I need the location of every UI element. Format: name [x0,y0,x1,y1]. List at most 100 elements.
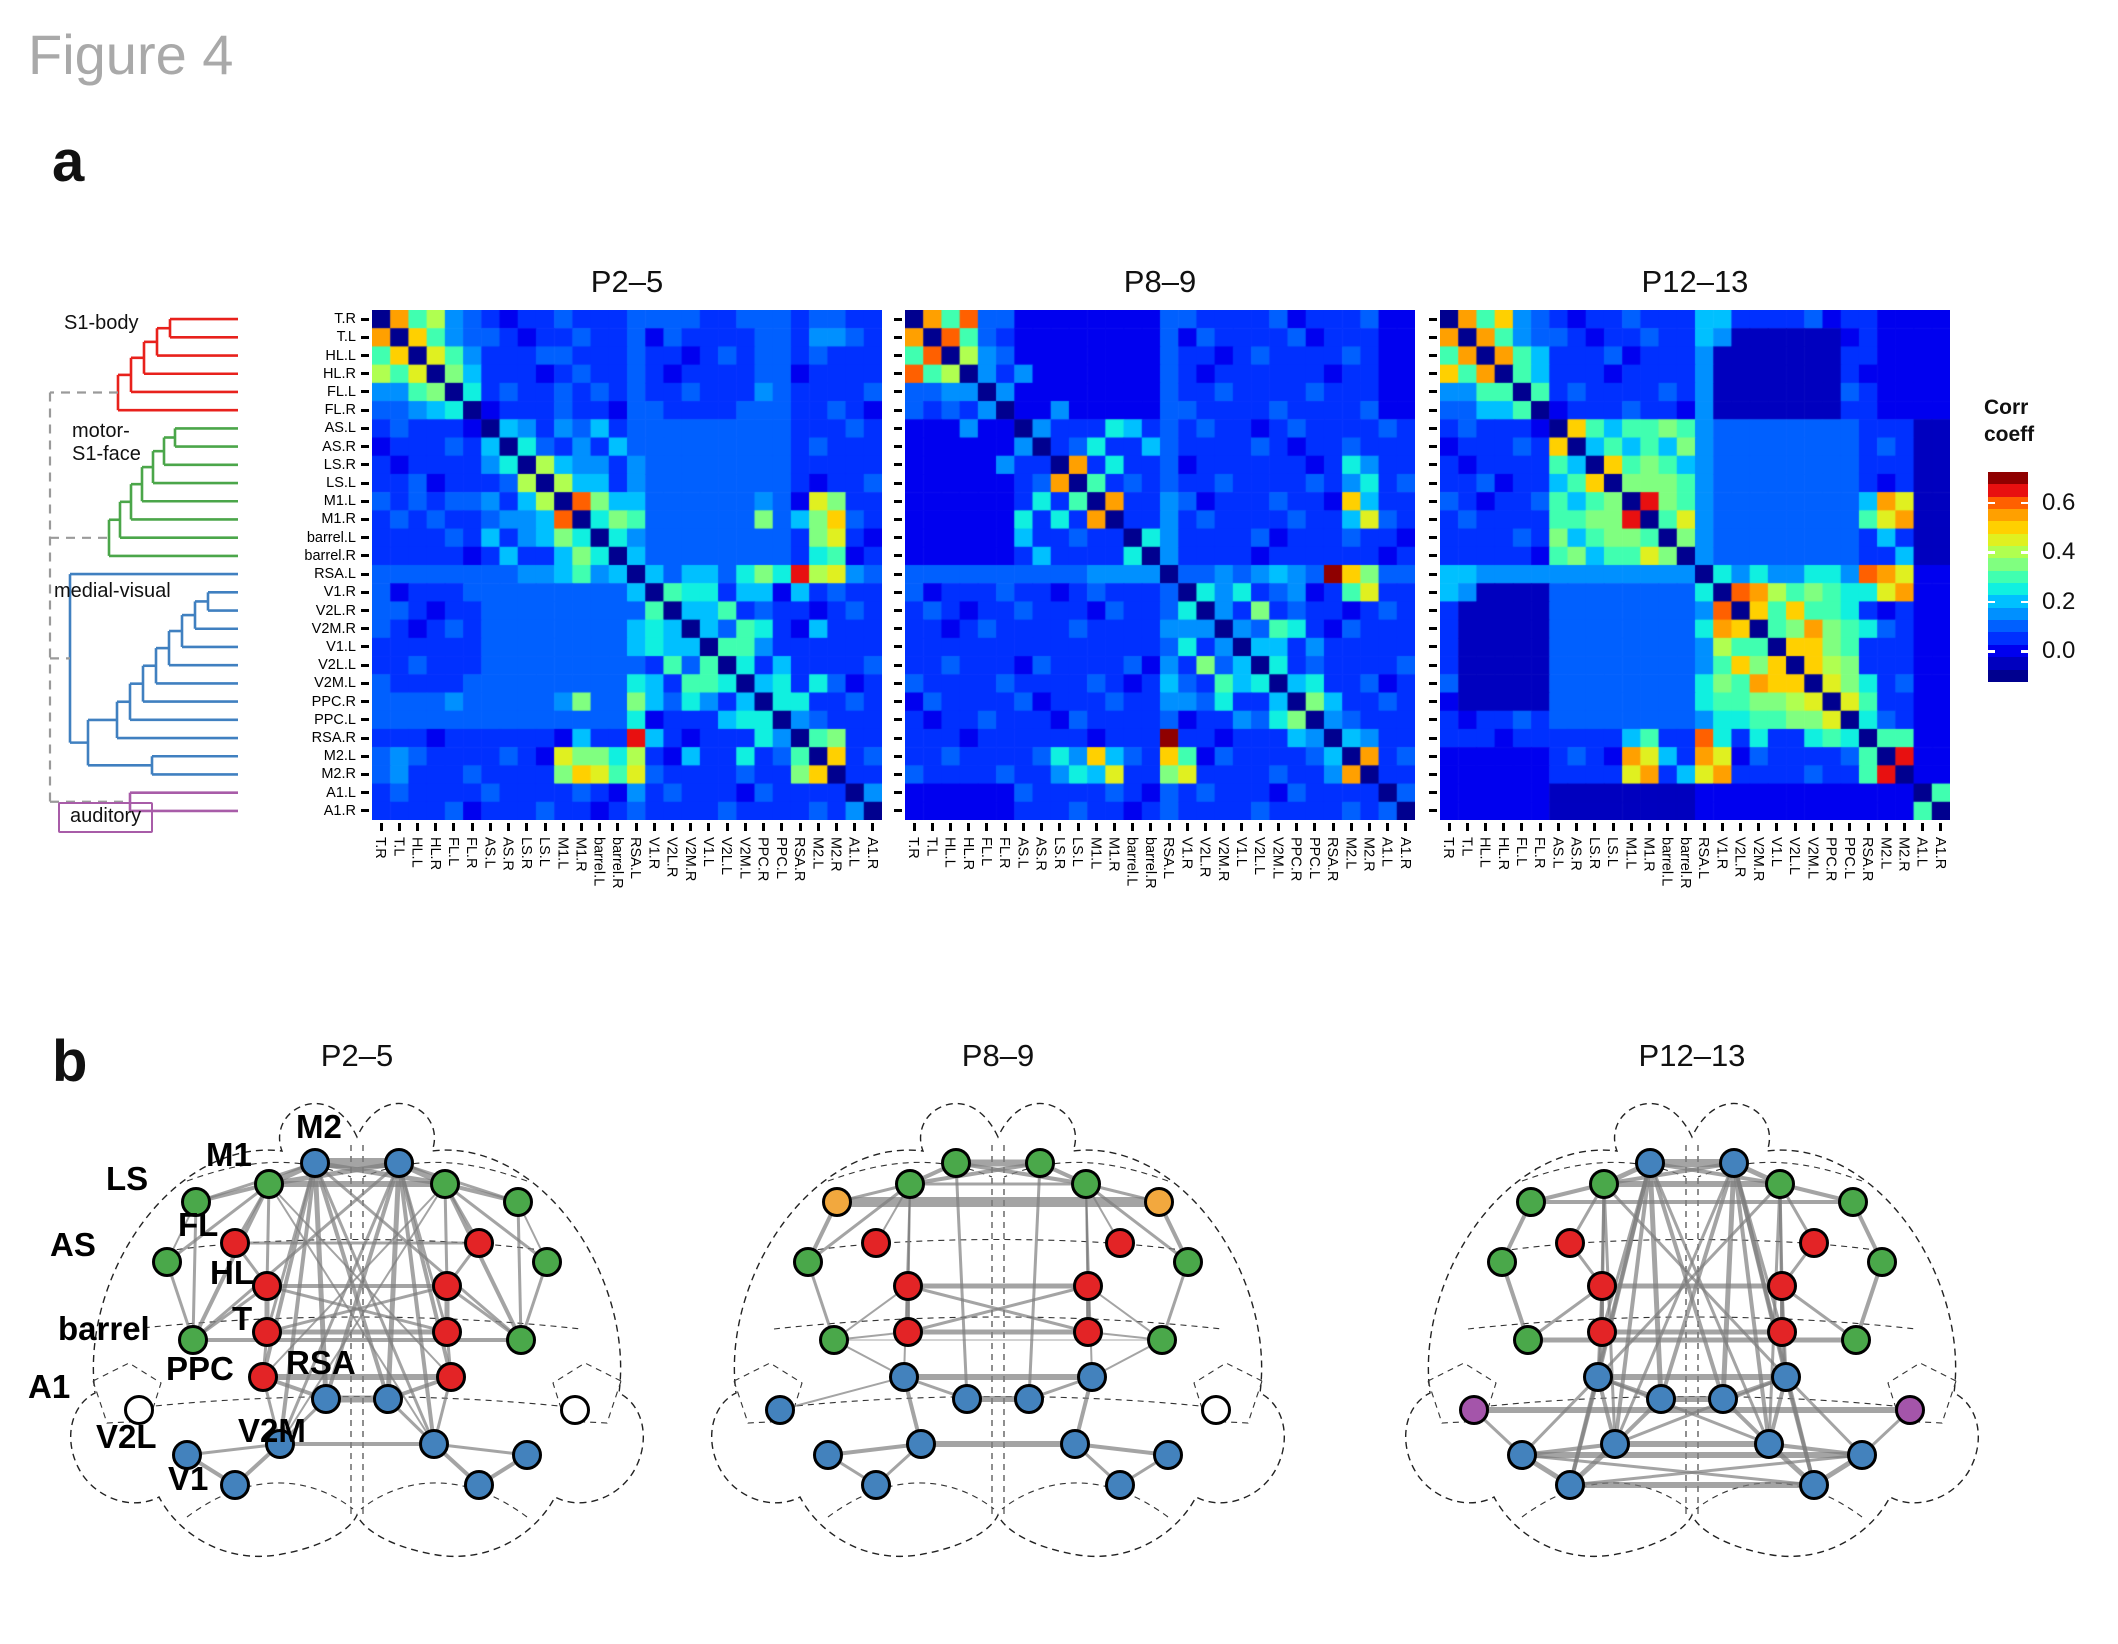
brain-region-boundary [795,1238,1201,1254]
network-edge [1767,1442,1864,1457]
col-label: M1.R [1640,837,1657,872]
col-tick [1484,823,1488,831]
network-edge [1596,1375,1771,1446]
brain-outline [711,1102,1285,1557]
network-node-m1-r [1765,1169,1795,1199]
col-label: HL.L [408,837,425,868]
col-label: M2.R [827,837,844,872]
col-tick [1367,823,1371,831]
colorbar-band [1988,644,2028,658]
row-label: PPC.R [311,693,356,710]
row-tick [1429,517,1437,521]
col-label: LS.L [536,837,553,867]
col-tick [1040,823,1044,831]
row-tick [894,681,902,685]
network-edge [954,1161,1088,1186]
row-tick [361,791,369,795]
network-edge [279,1183,446,1445]
col-label: LS.L [1069,837,1086,867]
row-tick [1429,736,1437,740]
network-node-v2l-l [1507,1440,1537,1470]
network-edge [1648,1161,1782,1186]
network-node-a1-r [1201,1395,1231,1425]
network-node-t-l [1587,1317,1617,1347]
network-edge [1613,1161,1736,1446]
colorbar-band [1988,484,2028,497]
brain-region-boundary [827,1161,993,1182]
row-tick [361,681,369,685]
network-edge [1613,1161,1652,1446]
row-tick [894,499,902,503]
network-edge [1596,1182,1782,1379]
row-tick [1429,372,1437,376]
row-tick [1429,754,1437,758]
network-node-hl-l [252,1271,282,1301]
colorbar-band [1988,521,2028,534]
network-node-a1-l [765,1395,795,1425]
network-node-as-l [793,1247,823,1277]
col-tick [434,823,438,831]
colorbar-notch [2021,600,2028,604]
network-node-v2m-r [419,1429,449,1459]
network-node-t-l [893,1317,923,1347]
network-node-label-a1: A1 [28,1368,71,1405]
row-tick [894,645,902,649]
col-tick [1502,823,1506,831]
brain-outline [1405,1102,1979,1557]
cluster-label-s1-body: S1-body [64,312,139,334]
col-label: PPC.R [1287,837,1304,882]
brain-region-boundary [1695,1482,1863,1518]
network-node-hl-l [1587,1271,1617,1301]
figure-title: Figure 4 [28,23,234,86]
col-label: V2M.R [1214,837,1231,882]
network-node-v2l-l [813,1440,843,1470]
col-label: A1.R [1396,837,1413,870]
network-edge [806,1182,912,1264]
col-tick [1702,823,1706,831]
brain-region-boundary [154,1238,560,1254]
network-node-label-m1: M1 [206,1136,252,1173]
col-tick [1240,823,1244,831]
col-tick [1629,823,1633,831]
col-tick [743,823,747,831]
col-tick [1921,823,1925,831]
network-node-v1-l [1555,1470,1585,1500]
cluster-label-motor--s1-face: motor- S1-face [72,420,141,465]
col-tick [1003,823,1007,831]
col-label: V2L.R [1731,837,1748,878]
network-node-m2-l [300,1148,330,1178]
row-tick [361,335,369,339]
network-edge [1568,1375,1600,1487]
col-label: RSA.L [1160,837,1177,879]
colorbar-band [1988,509,2028,522]
network-edge [1767,1182,1782,1446]
col-tick [1556,823,1560,831]
row-tick [1429,627,1437,631]
network-edge [1613,1375,1788,1446]
col-tick [488,823,492,831]
network-node-v2l-r [1847,1440,1877,1470]
row-tick [894,700,902,704]
network-node-a1-l [124,1395,154,1425]
col-label: A1.R [1931,837,1948,870]
network-node-m2-r [1719,1148,1749,1178]
col-tick [1149,823,1153,831]
col-tick [1830,823,1834,831]
network-title-p2-5: P2–5 [320,1038,394,1073]
heatmap-p12-13 [1440,310,1950,820]
network-node-ppc-r [1771,1362,1801,1392]
row-label: AS.L [324,420,356,437]
col-tick [871,823,875,831]
col-tick [1295,823,1299,831]
col-tick [1204,823,1208,831]
heatmap-p8-9 [905,310,1415,820]
col-tick [1775,823,1779,831]
row-tick [1429,718,1437,722]
col-label: FL.R [1531,837,1548,869]
row-label: LS.L [326,475,356,492]
row-tick [361,609,369,613]
row-label: LS.R [323,456,356,473]
network-edge [1648,1161,1771,1446]
row-tick [1429,609,1437,613]
network-node-ls-r [1144,1187,1174,1217]
